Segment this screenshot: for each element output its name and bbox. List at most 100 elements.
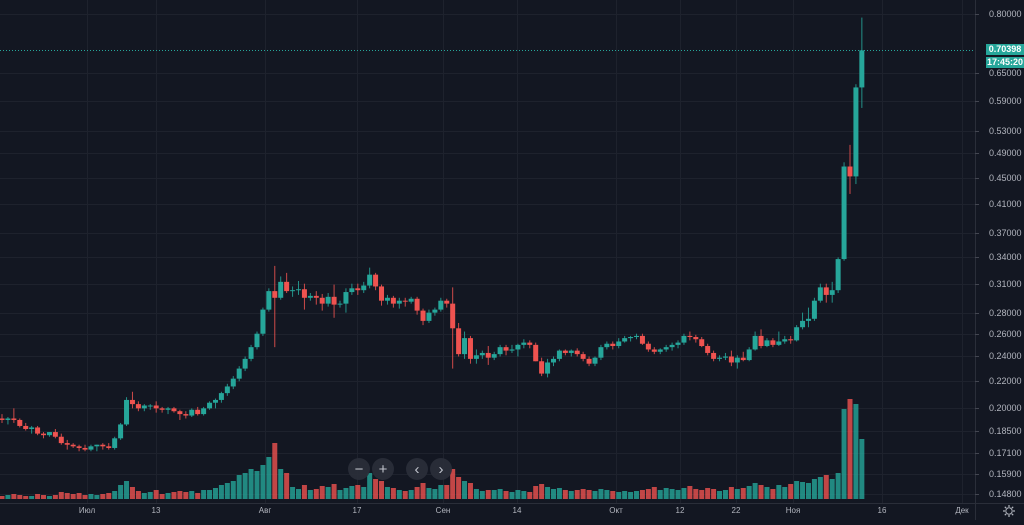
- candle-body: [734, 357, 740, 363]
- volume-bar: [794, 481, 800, 499]
- volume-bar: [497, 489, 503, 499]
- volume-bar: [195, 493, 201, 499]
- volume-bar: [645, 489, 651, 499]
- volume-bar: [171, 492, 177, 499]
- price-tick-label: 0.24000: [989, 351, 1022, 362]
- volume-bar: [829, 479, 835, 499]
- candle-body: [639, 335, 645, 344]
- candle-body: [82, 447, 88, 450]
- candle-body: [52, 432, 58, 437]
- countdown-tag: 17:45:20: [986, 57, 1024, 68]
- gear-icon[interactable]: [1002, 504, 1016, 518]
- volume-bar: [734, 489, 740, 499]
- candle-body: [361, 285, 367, 291]
- candle-body: [0, 418, 5, 420]
- volume-bar: [776, 485, 782, 499]
- time-tick-label: Дек: [955, 506, 969, 515]
- candle-body: [432, 309, 438, 313]
- zoom-out-button[interactable]: −: [348, 458, 370, 480]
- candle-body: [847, 166, 853, 177]
- candle-body: [64, 443, 70, 445]
- candle-body: [811, 300, 817, 319]
- volume-bar: [663, 488, 669, 499]
- volume-bar: [349, 486, 355, 499]
- candle-body: [556, 350, 562, 359]
- volume-bar: [41, 495, 47, 499]
- volume-bar: [402, 491, 408, 499]
- candle-body: [823, 287, 829, 295]
- scroll-right-button[interactable]: ›: [430, 458, 452, 480]
- volume-bar: [379, 481, 385, 499]
- candle-body: [853, 87, 859, 177]
- candle-body: [106, 446, 112, 448]
- candle-body: [722, 356, 728, 358]
- candle-body: [171, 408, 177, 412]
- candle-body: [373, 274, 379, 287]
- candle-body: [491, 354, 497, 358]
- volume-bar: [100, 494, 106, 499]
- candle-body: [343, 292, 349, 304]
- candle-body: [331, 296, 337, 305]
- candle-body: [254, 333, 260, 348]
- candle-body: [402, 300, 408, 302]
- volume-bar: [218, 485, 224, 499]
- candle-body: [325, 296, 331, 304]
- candle-body: [693, 337, 699, 340]
- candle-body: [717, 357, 723, 359]
- candle-body: [545, 362, 551, 374]
- candle-body: [675, 342, 681, 345]
- volume-bar: [764, 487, 770, 499]
- candle-body: [438, 300, 444, 310]
- volume-bar: [473, 489, 479, 499]
- candle-body: [592, 357, 598, 364]
- candle-body: [278, 281, 284, 298]
- volume-bar: [29, 496, 35, 499]
- candle-body: [776, 341, 782, 345]
- volume-bar: [811, 479, 817, 499]
- volume-bar: [740, 488, 746, 499]
- scroll-left-button[interactable]: ‹: [406, 458, 428, 480]
- volume-bar: [284, 473, 290, 499]
- candle-body: [562, 350, 568, 353]
- volume-bar: [639, 490, 645, 499]
- volume-bar: [337, 490, 343, 499]
- volume-bar: [183, 492, 189, 499]
- volume-bar: [835, 473, 841, 499]
- candle-body: [456, 328, 462, 355]
- candle-body: [224, 386, 230, 394]
- candle-body: [189, 409, 195, 416]
- volume-bar: [189, 491, 195, 499]
- volume-bar: [580, 489, 586, 499]
- time-tick-label: 17: [352, 506, 362, 515]
- volume-bar: [722, 490, 728, 499]
- candle-body: [657, 349, 663, 352]
- price-tick-label: 0.53000: [989, 126, 1022, 137]
- zoom-in-button[interactable]: +: [372, 458, 394, 480]
- candle-body: [212, 399, 218, 403]
- volume-bar: [17, 495, 23, 499]
- volume-bar: [539, 484, 545, 499]
- candle-body: [794, 327, 800, 341]
- volume-bar: [0, 496, 5, 499]
- candle-body: [859, 50, 865, 88]
- candle-body: [610, 343, 616, 347]
- volume-bar: [420, 483, 426, 499]
- volume-bar: [272, 443, 278, 499]
- candle-body: [367, 274, 373, 286]
- volume-bar: [135, 491, 141, 499]
- candle-body: [515, 344, 521, 350]
- volume-bar: [76, 493, 82, 499]
- volume-bar: [52, 495, 58, 499]
- price-tick-label: 0.17100: [989, 447, 1022, 458]
- candle-body: [645, 343, 651, 350]
- volume-bar: [805, 483, 811, 499]
- price-tick-label: 0.31000: [989, 278, 1022, 289]
- volume-bar: [444, 485, 450, 499]
- candle-body: [58, 436, 64, 444]
- candle-body: [5, 418, 11, 420]
- candle-body: [740, 357, 746, 361]
- price-tick-label: 0.59000: [989, 95, 1022, 106]
- candle-body: [497, 347, 503, 355]
